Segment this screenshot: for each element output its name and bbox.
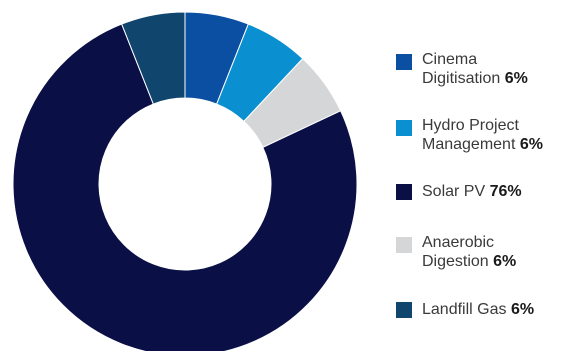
donut-svg	[12, 11, 358, 351]
legend-label-line: Landfill Gas	[422, 301, 507, 318]
legend-swatch-solar-pv	[396, 184, 412, 200]
legend-value-hydro-project-management: 6%	[519, 136, 543, 153]
legend-label-hydro-project-management: Hydro Project Management 6%	[422, 116, 562, 154]
legend-label-anaerobic-digestion: Anaerobic Digestion 6%	[422, 233, 562, 271]
legend-label-line: Management	[422, 136, 516, 153]
legend-label-line: Digestion	[422, 253, 489, 270]
legend-swatch-anaerobic-digestion	[396, 237, 412, 253]
legend-label-line: Digitisation	[422, 70, 501, 87]
legend-label-solar-pv: Solar PV 76%	[422, 182, 562, 201]
legend-label-line: Solar PV	[422, 183, 486, 200]
legend-label-landfill-gas: Landfill Gas 6%	[422, 300, 562, 319]
legend-label-line: Anaerobic	[422, 234, 495, 251]
legend-value-landfill-gas: 6%	[510, 301, 535, 318]
donut-slice-solar-pv	[12, 23, 358, 351]
legend-value-cinema-digitisation: 6%	[504, 70, 528, 87]
legend-label-cinema-digitisation: Cinema Digitisation 6%	[422, 50, 562, 88]
legend-label-line: Cinema	[422, 51, 478, 68]
legend-value-anaerobic-digestion: 6%	[493, 253, 517, 270]
legend-swatch-landfill-gas	[396, 302, 412, 318]
legend-swatch-cinema-digitisation	[396, 54, 412, 70]
legend-label-line: Hydro Project	[422, 117, 519, 134]
chart-legend: Cinema Digitisation 6% Hydro Project Manage…	[396, 0, 562, 351]
donut-slice-landfill-gas	[121, 11, 186, 105]
legend-swatch-hydro-project-management	[396, 120, 412, 136]
legend-value-solar-pv: 76%	[489, 183, 522, 200]
